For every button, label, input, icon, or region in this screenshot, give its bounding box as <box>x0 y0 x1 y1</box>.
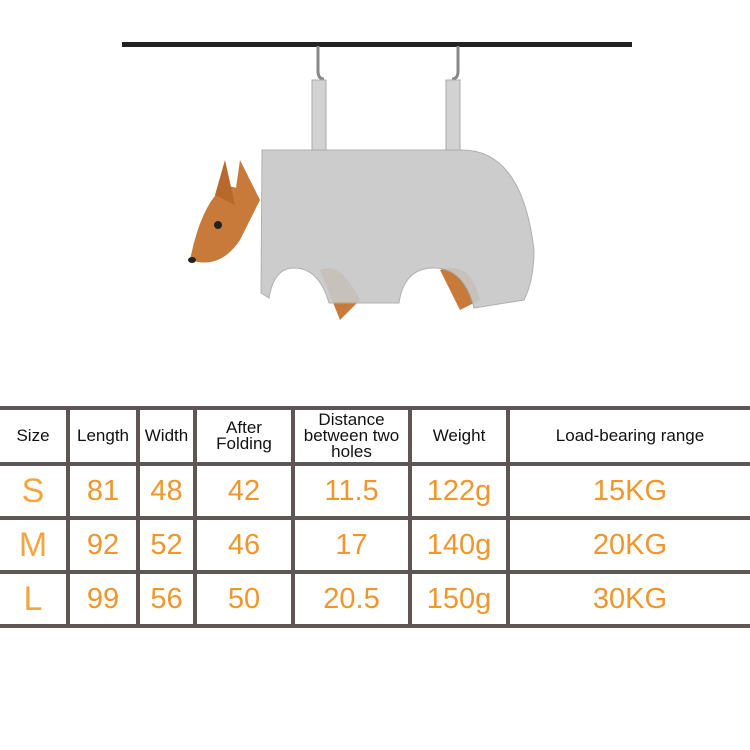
cell-load-bearing: 20KG <box>506 516 750 574</box>
cell-distance: 20.5 <box>291 570 412 628</box>
cell-load-bearing: 30KG <box>506 570 750 628</box>
cell-size: L <box>0 570 70 628</box>
product-illustration <box>122 42 632 320</box>
cell-width: 56 <box>136 570 197 628</box>
cell-distance: 17 <box>291 516 412 574</box>
cell-distance: 11.5 <box>291 462 412 520</box>
cell-after-folding: 42 <box>193 462 295 520</box>
cell-weight: 122g <box>408 462 510 520</box>
cell-after-folding: 50 <box>193 570 295 628</box>
header-length: Length <box>66 406 140 466</box>
cell-length: 92 <box>66 516 140 574</box>
cell-load-bearing: 15KG <box>506 462 750 520</box>
header-weight: Weight <box>408 406 510 466</box>
table-row: S 81 48 42 11.5 122g 15KG <box>0 462 750 520</box>
straps <box>311 79 461 151</box>
cell-width: 48 <box>136 462 197 520</box>
table-row: M 92 52 46 17 140g 20KG <box>0 516 750 574</box>
hammock <box>260 149 535 309</box>
hooks <box>316 46 460 81</box>
cell-weight: 150g <box>408 570 510 628</box>
cell-after-folding: 46 <box>193 516 295 574</box>
header-load-bearing: Load-bearing range <box>506 406 750 466</box>
header-width: Width <box>136 406 197 466</box>
cell-width: 52 <box>136 516 197 574</box>
cell-size: S <box>0 462 70 520</box>
header-after-folding: After Folding <box>193 406 295 466</box>
cell-weight: 140g <box>408 516 510 574</box>
header-distance: Distance between two holes <box>291 406 412 466</box>
cell-length: 99 <box>66 570 140 628</box>
header-size: Size <box>0 406 70 466</box>
size-chart-table: Size Length Width After Folding Distance… <box>0 406 750 628</box>
table-header-row: Size Length Width After Folding Distance… <box>0 406 750 466</box>
cell-length: 81 <box>66 462 140 520</box>
cell-size: M <box>0 516 70 574</box>
table-row: L 99 56 50 20.5 150g 30KG <box>0 570 750 628</box>
hanging-bar <box>122 42 632 47</box>
